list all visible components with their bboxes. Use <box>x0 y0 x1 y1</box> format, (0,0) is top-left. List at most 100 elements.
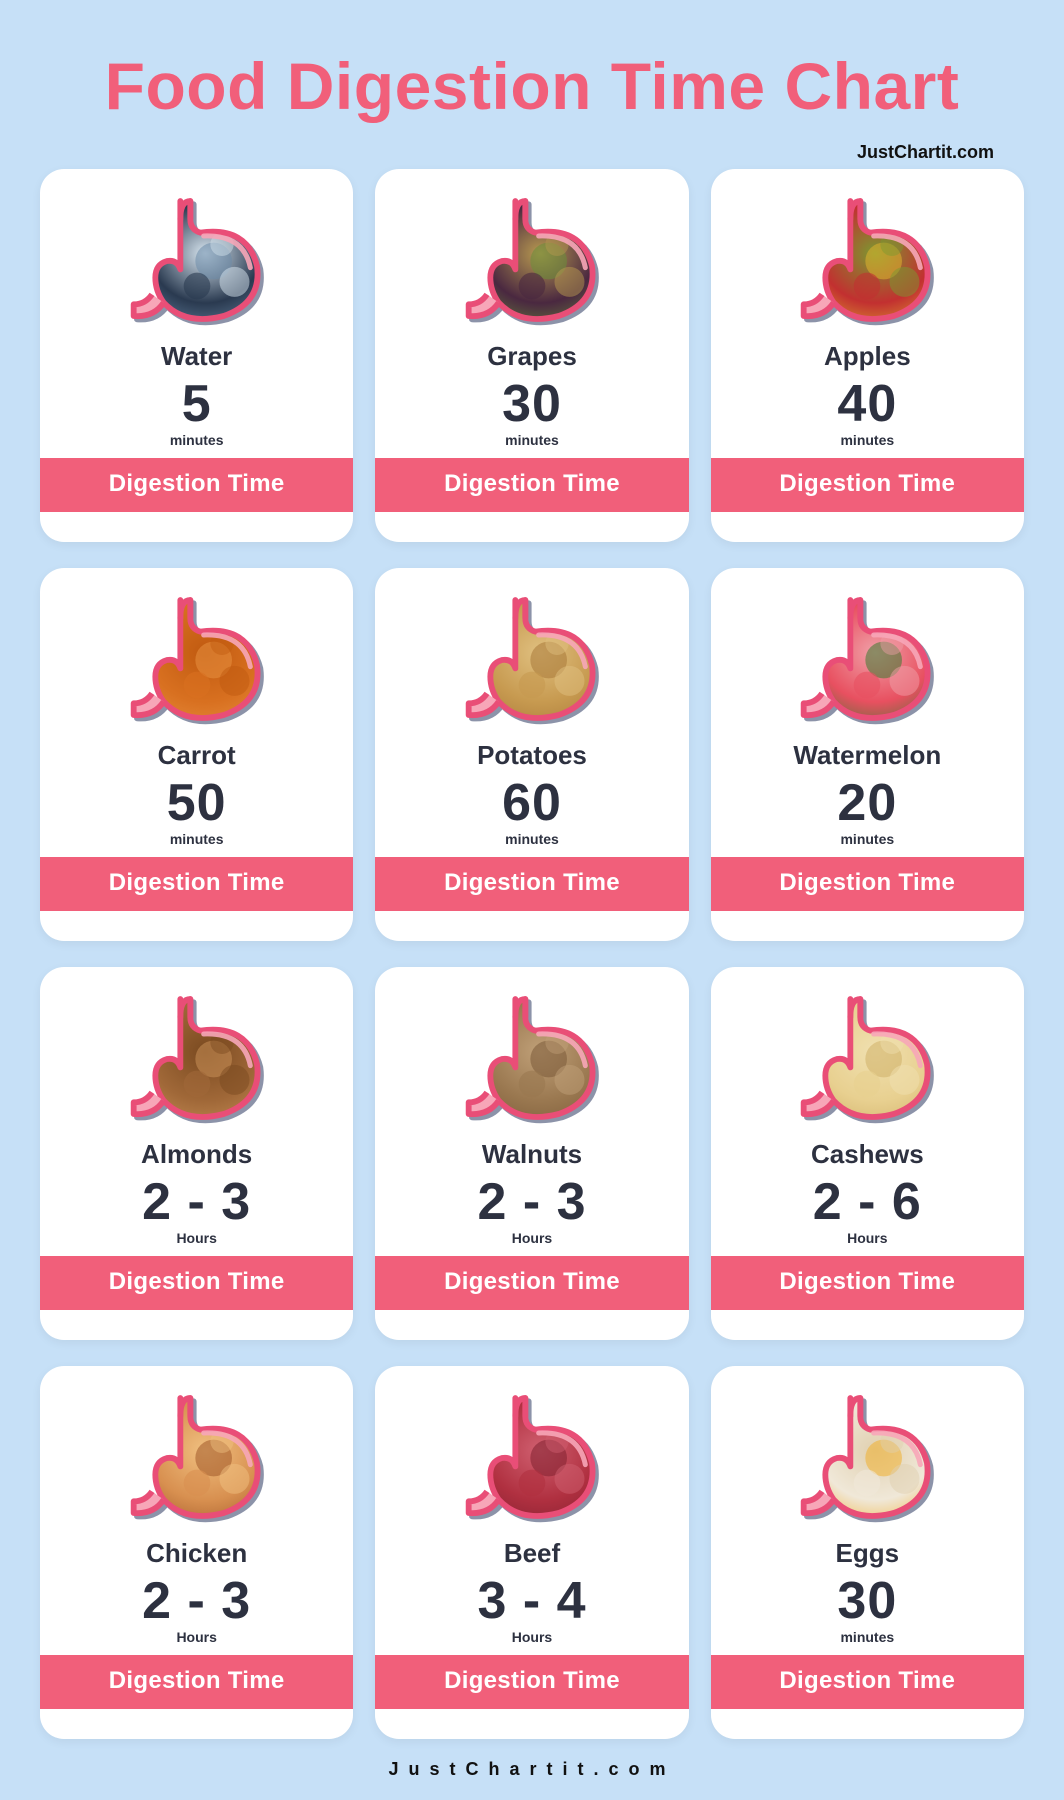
food-card: Chicken 2 - 3 Hours Digestion Time <box>40 1366 353 1739</box>
digestion-banner: Digestion Time <box>711 1256 1024 1310</box>
stomach-icon <box>447 585 617 735</box>
food-unit: Hours <box>40 1629 353 1645</box>
stomach-icon <box>112 1383 282 1533</box>
stomach-icon <box>447 1383 617 1533</box>
card-icon-wrap <box>40 1366 353 1536</box>
food-duration: 5 <box>40 378 353 430</box>
card-spacer <box>40 512 353 530</box>
food-unit: minutes <box>40 432 353 448</box>
card-spacer <box>375 911 688 929</box>
food-name: Eggs <box>711 1538 1024 1569</box>
card-icon-wrap <box>375 568 688 738</box>
food-card: Carrot 50 minutes Digestion Time <box>40 568 353 941</box>
digestion-banner: Digestion Time <box>711 857 1024 911</box>
digestion-banner: Digestion Time <box>375 1256 688 1310</box>
food-card: Grapes 30 minutes Digestion Time <box>375 169 688 542</box>
food-card: Potatoes 60 minutes Digestion Time <box>375 568 688 941</box>
card-spacer <box>711 1709 1024 1727</box>
card-icon-wrap <box>40 967 353 1137</box>
food-name: Beef <box>375 1538 688 1569</box>
food-unit: minutes <box>711 831 1024 847</box>
stomach-icon <box>112 186 282 336</box>
card-icon-wrap <box>711 967 1024 1137</box>
card-icon-wrap <box>711 169 1024 339</box>
card-icon-wrap <box>375 169 688 339</box>
food-duration: 30 <box>375 378 688 430</box>
food-name: Walnuts <box>375 1139 688 1170</box>
card-icon-wrap <box>40 568 353 738</box>
attribution-bottom: JustChartit.com <box>40 1759 1024 1780</box>
digestion-banner: Digestion Time <box>40 1655 353 1709</box>
card-icon-wrap <box>40 169 353 339</box>
food-name: Apples <box>711 341 1024 372</box>
card-spacer <box>40 1310 353 1328</box>
food-name: Cashews <box>711 1139 1024 1170</box>
stomach-icon <box>782 585 952 735</box>
food-card: Eggs 30 minutes Digestion Time <box>711 1366 1024 1739</box>
stomach-icon <box>782 984 952 1134</box>
food-name: Chicken <box>40 1538 353 1569</box>
food-name: Almonds <box>40 1139 353 1170</box>
food-unit: Hours <box>375 1629 688 1645</box>
attribution-top: JustChartit.com <box>40 142 1024 163</box>
food-duration: 2 - 6 <box>711 1176 1024 1228</box>
food-name: Carrot <box>40 740 353 771</box>
stomach-icon <box>447 186 617 336</box>
digestion-banner: Digestion Time <box>375 458 688 512</box>
card-spacer <box>711 911 1024 929</box>
food-unit: minutes <box>375 432 688 448</box>
food-duration: 20 <box>711 777 1024 829</box>
food-unit: Hours <box>375 1230 688 1246</box>
food-unit: minutes <box>375 831 688 847</box>
food-duration: 60 <box>375 777 688 829</box>
card-spacer <box>40 1709 353 1727</box>
food-card: Beef 3 - 4 Hours Digestion Time <box>375 1366 688 1739</box>
food-duration: 40 <box>711 378 1024 430</box>
food-duration: 30 <box>711 1575 1024 1627</box>
food-name: Water <box>40 341 353 372</box>
card-spacer <box>711 1310 1024 1328</box>
food-unit: minutes <box>40 831 353 847</box>
food-duration: 50 <box>40 777 353 829</box>
food-duration: 2 - 3 <box>375 1176 688 1228</box>
stomach-icon <box>782 186 952 336</box>
page: Food Digestion Time Chart JustChartit.co… <box>0 0 1064 1800</box>
digestion-banner: Digestion Time <box>40 458 353 512</box>
stomach-icon <box>782 1383 952 1533</box>
food-name: Potatoes <box>375 740 688 771</box>
food-name: Watermelon <box>711 740 1024 771</box>
food-unit: minutes <box>711 1629 1024 1645</box>
stomach-icon <box>112 585 282 735</box>
food-duration: 2 - 3 <box>40 1176 353 1228</box>
food-unit: Hours <box>711 1230 1024 1246</box>
chart-title: Food Digestion Time Chart <box>40 48 1024 124</box>
card-icon-wrap <box>711 1366 1024 1536</box>
digestion-banner: Digestion Time <box>375 857 688 911</box>
stomach-icon <box>112 984 282 1134</box>
food-unit: Hours <box>40 1230 353 1246</box>
food-card: Walnuts 2 - 3 Hours Digestion Time <box>375 967 688 1340</box>
digestion-banner: Digestion Time <box>711 1655 1024 1709</box>
stomach-icon <box>447 984 617 1134</box>
food-card: Almonds 2 - 3 Hours Digestion Time <box>40 967 353 1340</box>
food-card: Apples 40 minutes Digestion Time <box>711 169 1024 542</box>
digestion-banner: Digestion Time <box>40 1256 353 1310</box>
card-icon-wrap <box>375 1366 688 1536</box>
card-grid: Water 5 minutes Digestion Time Gra <box>40 169 1024 1739</box>
digestion-banner: Digestion Time <box>375 1655 688 1709</box>
card-icon-wrap <box>711 568 1024 738</box>
food-name: Grapes <box>375 341 688 372</box>
card-icon-wrap <box>375 967 688 1137</box>
food-duration: 2 - 3 <box>40 1575 353 1627</box>
digestion-banner: Digestion Time <box>40 857 353 911</box>
card-spacer <box>40 911 353 929</box>
food-unit: minutes <box>711 432 1024 448</box>
food-card: Water 5 minutes Digestion Time <box>40 169 353 542</box>
food-card: Watermelon 20 minutes Digestion Time <box>711 568 1024 941</box>
food-duration: 3 - 4 <box>375 1575 688 1627</box>
card-spacer <box>375 512 688 530</box>
card-spacer <box>375 1709 688 1727</box>
card-spacer <box>711 512 1024 530</box>
digestion-banner: Digestion Time <box>711 458 1024 512</box>
card-spacer <box>375 1310 688 1328</box>
